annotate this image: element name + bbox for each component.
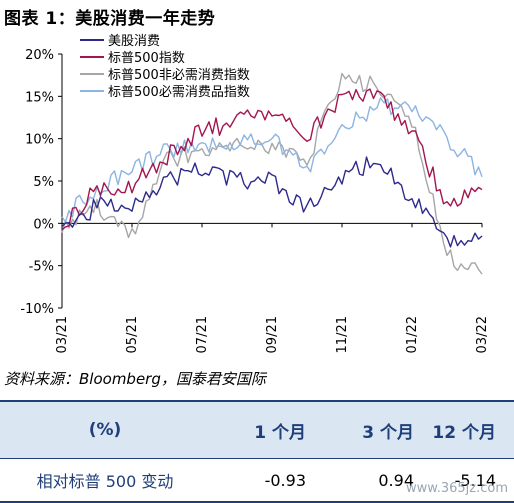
- y-tick-label: 20%: [25, 48, 54, 63]
- row-label: 相对标普 500 变动: [0, 458, 210, 503]
- y-tick-label: 10%: [25, 133, 54, 148]
- table-header-unit: (%): [0, 400, 210, 459]
- series-line: [61, 72, 483, 275]
- watermark: www.365jz.com: [406, 481, 508, 496]
- x-tick-label: 09/21: [265, 316, 280, 353]
- series-line: [61, 156, 483, 248]
- x-tick-label: 01/22: [405, 316, 420, 353]
- x-tick-label: 07/21: [195, 316, 210, 353]
- x-tick-label: 03/21: [55, 316, 70, 353]
- legend-entry: 标普500必需消费品指数: [108, 85, 250, 100]
- table-header-1m: 1 个月: [210, 400, 318, 459]
- source-note: 资料来源：Bloomberg，国泰君安国际: [4, 370, 266, 388]
- line-chart: -10% -5% 0% 5% 10% 15% 20% 03/21 05/21 07/21 09/21…: [20, 34, 490, 353]
- x-tick-label: 11/21: [335, 316, 350, 353]
- relative-performance-table: (%) 1 个月 3 个月 12 个月 相对标普 500 变动 -0.93 0.…: [0, 400, 514, 503]
- series-line: [61, 88, 483, 231]
- y-tick-label: 15%: [25, 90, 54, 105]
- table-header-row: (%) 1 个月 3 个月 12 个月: [0, 400, 514, 459]
- cell-1m: -0.93: [210, 458, 318, 503]
- y-tick-label: -5%: [29, 260, 54, 275]
- figure-title: 图表 1：美股消费一年走势: [4, 9, 216, 29]
- legend-entry: 标普500指数: [108, 51, 185, 66]
- series-line: [61, 97, 483, 223]
- x-tick-label: 03/22: [475, 316, 490, 353]
- x-tick-label: 05/21: [125, 316, 140, 353]
- chart-series-lines: [61, 72, 483, 275]
- y-tick-label: -10%: [20, 302, 54, 317]
- table-row: 相对标普 500 变动 -0.93 0.94 -5.14: [0, 458, 514, 503]
- y-tick-label: 0%: [33, 217, 54, 232]
- legend-entry: 美股消费: [108, 34, 160, 49]
- chart-axes: -10% -5% 0% 5% 10% 15% 20% 03/21 05/21 07/21 09/21…: [20, 48, 490, 353]
- y-tick-label: 5%: [33, 175, 54, 190]
- legend-entry: 标普500非必需消费指数: [108, 68, 250, 83]
- table-header-12m: 12 个月: [426, 400, 514, 459]
- table-header-3m: 3 个月: [318, 400, 426, 459]
